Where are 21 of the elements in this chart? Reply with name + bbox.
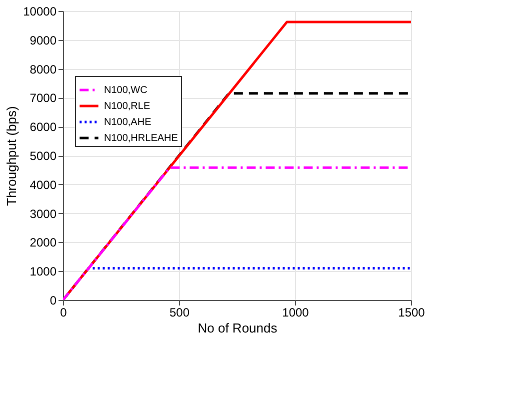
y-axis-title: Throughput (bps) (4, 106, 20, 206)
x-axis-title: No of Rounds (198, 320, 278, 336)
x-tick-label: 1500 (398, 306, 426, 320)
y-tick-label: 3000 (30, 206, 57, 221)
y-tick-label: 7000 (30, 91, 57, 106)
y-tick-label: 10000 (23, 4, 57, 18)
y-tick-label: 9000 (30, 33, 57, 48)
y-tick-label: 4000 (30, 178, 57, 192)
y-tick-label: 5000 (30, 149, 57, 163)
y-tick-label: 6000 (30, 120, 57, 134)
legend-label: N100,WC (104, 85, 148, 96)
legend-label: N100,HRLEAHE (104, 133, 178, 144)
legend-label: N100,RLE (104, 101, 150, 112)
y-tick-label: 8000 (30, 62, 57, 76)
x-tick-label: 1000 (282, 306, 310, 320)
y-tick-label: 1000 (30, 264, 57, 279)
x-tick-label: 500 (169, 306, 190, 320)
legend-label: N100,AHE (104, 117, 152, 128)
y-tick-label: 0 (50, 294, 57, 308)
y-tick-label: 2000 (30, 236, 57, 250)
x-tick-label: 0 (60, 306, 68, 320)
